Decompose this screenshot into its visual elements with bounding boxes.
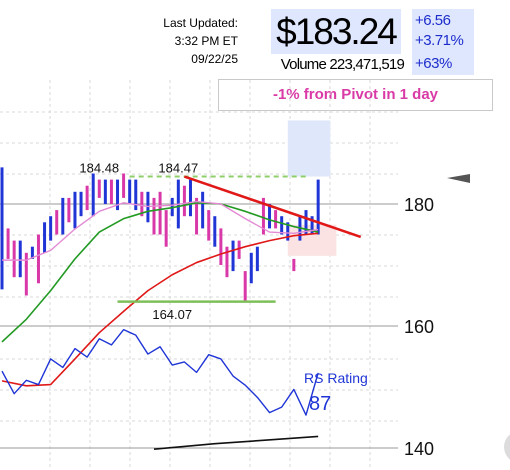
chart-grid [0,80,398,470]
long-term-line [153,435,319,451]
pivot-note: -1% from Pivot in 1 day [218,79,493,111]
last-updated: Last Updated: 3:32 PM ET 09/22/25 [150,14,238,68]
buy-zone-upper [287,120,331,177]
rs-line [1,328,319,416]
percent-change: +3.71% [415,32,464,49]
moving-average-green [1,201,319,343]
price-change: +6.56 [415,12,451,29]
indicator-lines [1,175,362,451]
price-highlight [271,9,401,54]
price-annotation: 164.07 [152,307,192,322]
volume: Volume 223,471,519 [280,56,405,73]
last-updated-label: Last Updated: [163,16,238,30]
scroll-thumb [504,434,510,460]
moving-average-pink [2,200,319,261]
current-price-marker-icon [447,174,470,183]
last-price: $183.24 [276,11,398,52]
volume-change: +63% [415,55,452,72]
rs-rating-value: 87 [309,393,331,415]
last-updated-timestamp: 3:32 PM ET 09/22/25 [174,34,238,66]
change-highlight [412,9,474,75]
moving-average-red [1,232,319,387]
y-tick-label: 160 [404,317,434,337]
price-bars [0,167,320,302]
price-annotation: 184.47 [158,161,198,176]
buy-zones [287,120,337,256]
y-tick-label: 140 [404,439,434,459]
y-axis: 180 160 140 [404,174,510,460]
trendline [183,175,362,239]
rs-rating-label: RS Rating [304,370,368,386]
price-annotation: 184.48 [79,161,119,176]
y-tick-label: 180 [404,195,434,215]
quote-header: Last Updated: 3:32 PM ET 09/22/25 $183.2… [0,0,510,78]
pivot-note-text: -1% from Pivot in 1 day [272,86,439,103]
chart-labels: 184.48 184.47 164.07 RS Rating 87 [79,161,367,415]
